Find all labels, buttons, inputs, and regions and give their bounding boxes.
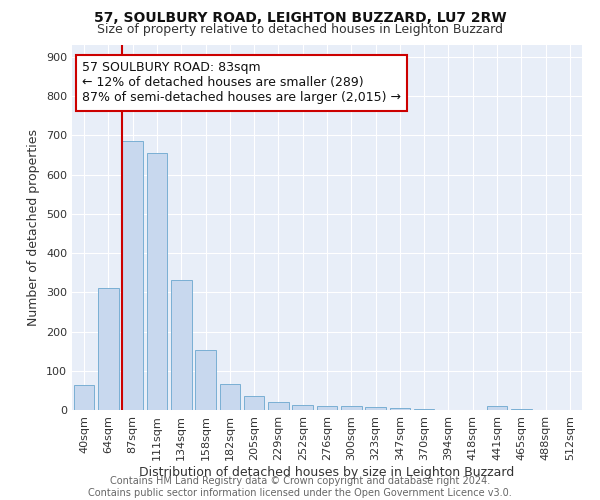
Bar bbox=[195, 350, 216, 410]
Bar bbox=[317, 406, 337, 410]
Bar bbox=[146, 153, 167, 410]
Text: Size of property relative to detached houses in Leighton Buzzard: Size of property relative to detached ho… bbox=[97, 22, 503, 36]
Bar bbox=[487, 406, 508, 410]
Bar bbox=[511, 409, 532, 410]
Bar bbox=[98, 288, 119, 410]
Bar bbox=[414, 409, 434, 410]
Y-axis label: Number of detached properties: Number of detached properties bbox=[28, 129, 40, 326]
Bar bbox=[122, 141, 143, 410]
X-axis label: Distribution of detached houses by size in Leighton Buzzard: Distribution of detached houses by size … bbox=[139, 466, 515, 478]
Bar bbox=[244, 396, 265, 410]
Bar bbox=[74, 386, 94, 410]
Bar bbox=[171, 280, 191, 410]
Bar bbox=[268, 402, 289, 410]
Bar bbox=[365, 407, 386, 410]
Text: 57 SOULBURY ROAD: 83sqm
← 12% of detached houses are smaller (289)
87% of semi-d: 57 SOULBURY ROAD: 83sqm ← 12% of detache… bbox=[82, 62, 401, 104]
Bar bbox=[292, 405, 313, 410]
Bar bbox=[341, 406, 362, 410]
Bar bbox=[220, 384, 240, 410]
Bar bbox=[389, 408, 410, 410]
Text: 57, SOULBURY ROAD, LEIGHTON BUZZARD, LU7 2RW: 57, SOULBURY ROAD, LEIGHTON BUZZARD, LU7… bbox=[94, 11, 506, 25]
Text: Contains HM Land Registry data © Crown copyright and database right 2024.
Contai: Contains HM Land Registry data © Crown c… bbox=[88, 476, 512, 498]
